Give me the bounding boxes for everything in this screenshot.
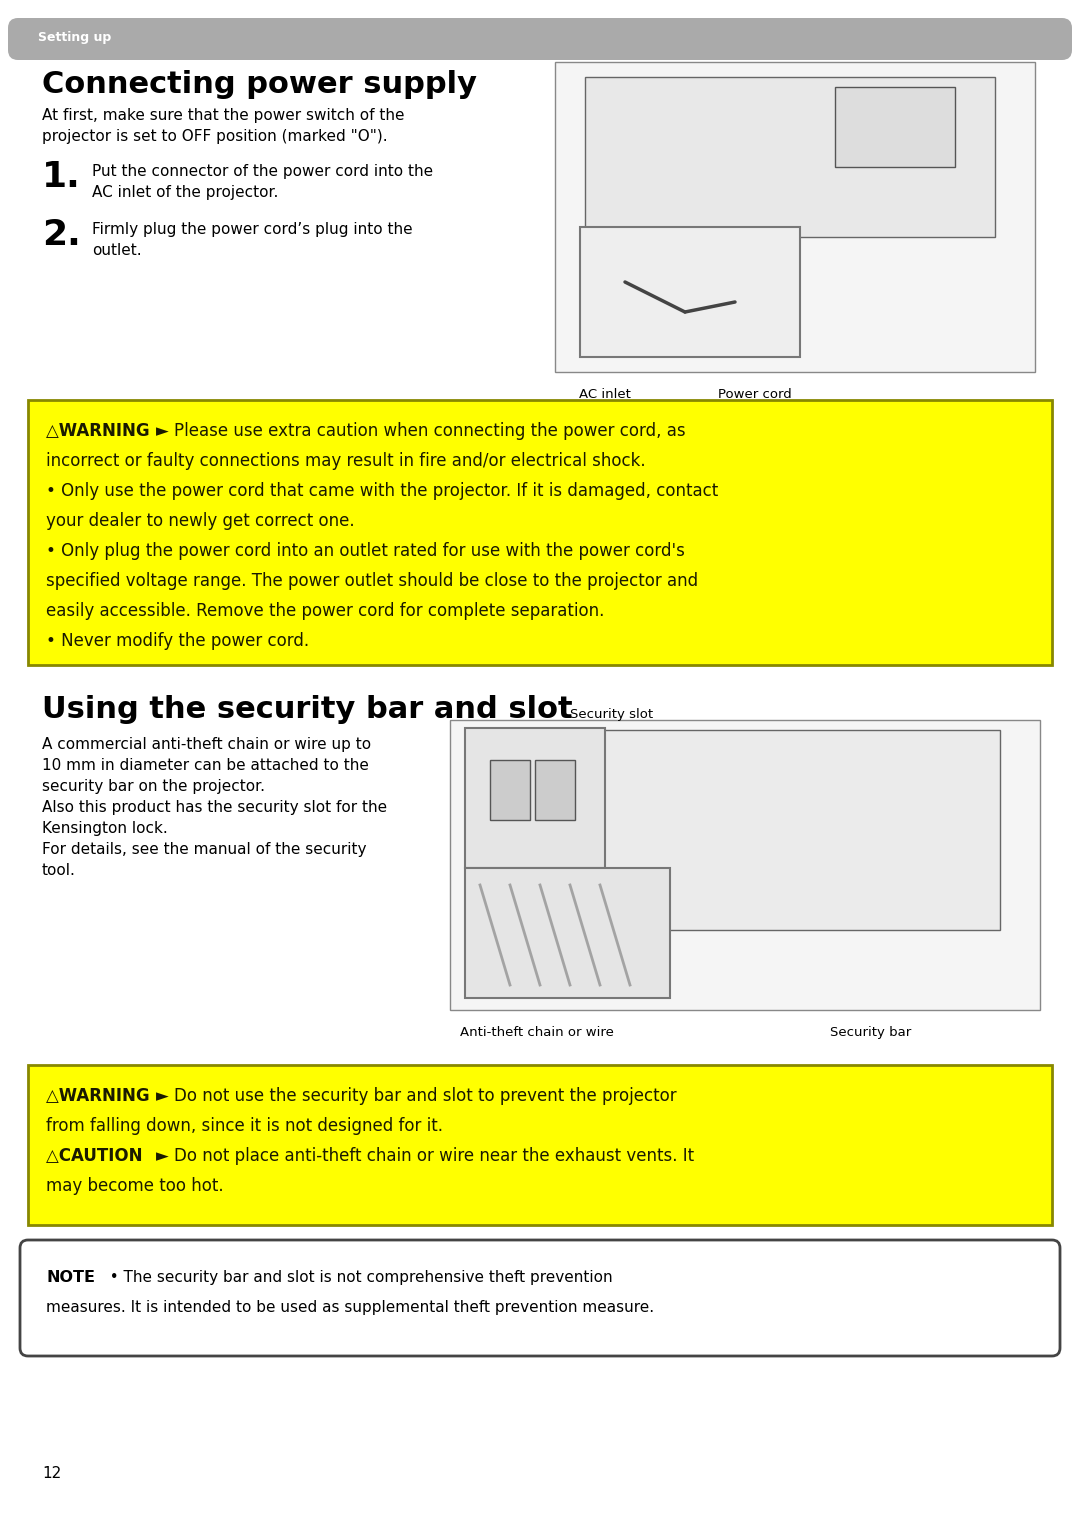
Text: Security slot: Security slot xyxy=(570,708,653,720)
Text: Kensington lock.: Kensington lock. xyxy=(42,821,167,836)
Text: AC inlet of the projector.: AC inlet of the projector. xyxy=(92,185,279,200)
Text: may become too hot.: may become too hot. xyxy=(46,1177,224,1195)
Text: Setting up: Setting up xyxy=(38,31,111,44)
Text: Security bar: Security bar xyxy=(831,1025,912,1039)
Text: • Only use the power cord that came with the projector. If it is damaged, contac: • Only use the power cord that came with… xyxy=(46,482,718,501)
Text: At first, make sure that the power switch of the: At first, make sure that the power switc… xyxy=(42,108,405,124)
Text: outlet.: outlet. xyxy=(92,243,141,258)
Text: Firmly plug the power cord’s plug into the: Firmly plug the power cord’s plug into t… xyxy=(92,221,413,237)
Bar xyxy=(835,87,955,166)
Text: Power cord: Power cord xyxy=(718,388,792,401)
Text: NOTE: NOTE xyxy=(46,1270,95,1285)
Text: Do not use the security bar and slot to prevent the projector: Do not use the security bar and slot to … xyxy=(174,1087,677,1105)
Text: For details, see the manual of the security: For details, see the manual of the secur… xyxy=(42,842,366,858)
Text: specified voltage range. The power outlet should be close to the projector and: specified voltage range. The power outle… xyxy=(46,572,698,591)
Bar xyxy=(580,227,800,357)
FancyBboxPatch shape xyxy=(8,18,1072,60)
Text: Anti-theft chain or wire: Anti-theft chain or wire xyxy=(460,1025,613,1039)
Text: 10 mm in diameter can be attached to the: 10 mm in diameter can be attached to the xyxy=(42,758,369,774)
Text: △CAUTION: △CAUTION xyxy=(46,1148,148,1164)
FancyBboxPatch shape xyxy=(21,1241,1059,1357)
Text: incorrect or faulty connections may result in fire and/or electrical shock.: incorrect or faulty connections may resu… xyxy=(46,452,646,470)
Text: Also this product has the security slot for the: Also this product has the security slot … xyxy=(42,800,387,815)
Bar xyxy=(465,868,670,998)
Bar xyxy=(28,400,1052,665)
Bar xyxy=(585,76,995,237)
Text: measures. It is intended to be used as supplemental theft prevention measure.: measures. It is intended to be used as s… xyxy=(46,1300,654,1315)
Text: • Only plug the power cord into an outlet rated for use with the power cord's: • Only plug the power cord into an outle… xyxy=(46,542,685,560)
Bar xyxy=(490,760,530,819)
Text: ►: ► xyxy=(156,1087,168,1105)
Text: Using the security bar and slot: Using the security bar and slot xyxy=(42,694,572,723)
Text: A commercial anti-theft chain or wire up to: A commercial anti-theft chain or wire up… xyxy=(42,737,372,752)
Bar xyxy=(28,1065,1052,1225)
Text: 12: 12 xyxy=(42,1466,62,1482)
Text: Please use extra caution when connecting the power cord, as: Please use extra caution when connecting… xyxy=(174,423,686,439)
Text: projector is set to OFF position (marked "O").: projector is set to OFF position (marked… xyxy=(42,130,388,143)
Text: AC inlet: AC inlet xyxy=(579,388,631,401)
Text: • The security bar and slot is not comprehensive theft prevention: • The security bar and slot is not compr… xyxy=(100,1270,612,1285)
Text: △WARNING: △WARNING xyxy=(46,1087,156,1105)
Text: 1.: 1. xyxy=(42,160,81,194)
Bar xyxy=(555,63,1035,372)
Text: ►: ► xyxy=(156,423,168,439)
Bar xyxy=(450,720,1040,1010)
Text: • Never modify the power cord.: • Never modify the power cord. xyxy=(46,632,309,650)
Text: △WARNING: △WARNING xyxy=(46,423,156,439)
Text: Put the connector of the power cord into the: Put the connector of the power cord into… xyxy=(92,163,433,179)
Bar xyxy=(465,728,605,868)
Text: security bar on the projector.: security bar on the projector. xyxy=(42,778,265,794)
Bar xyxy=(535,760,575,819)
Text: ►: ► xyxy=(156,1148,168,1164)
Text: 2.: 2. xyxy=(42,218,81,252)
Text: your dealer to newly get correct one.: your dealer to newly get correct one. xyxy=(46,513,354,530)
Bar xyxy=(600,729,1000,929)
Text: from falling down, since it is not designed for it.: from falling down, since it is not desig… xyxy=(46,1117,443,1135)
Text: Connecting power supply: Connecting power supply xyxy=(42,70,477,99)
Text: easily accessible. Remove the power cord for complete separation.: easily accessible. Remove the power cord… xyxy=(46,601,605,620)
Text: Do not place anti-theft chain or wire near the exhaust vents. It: Do not place anti-theft chain or wire ne… xyxy=(174,1148,694,1164)
Text: tool.: tool. xyxy=(42,864,76,877)
